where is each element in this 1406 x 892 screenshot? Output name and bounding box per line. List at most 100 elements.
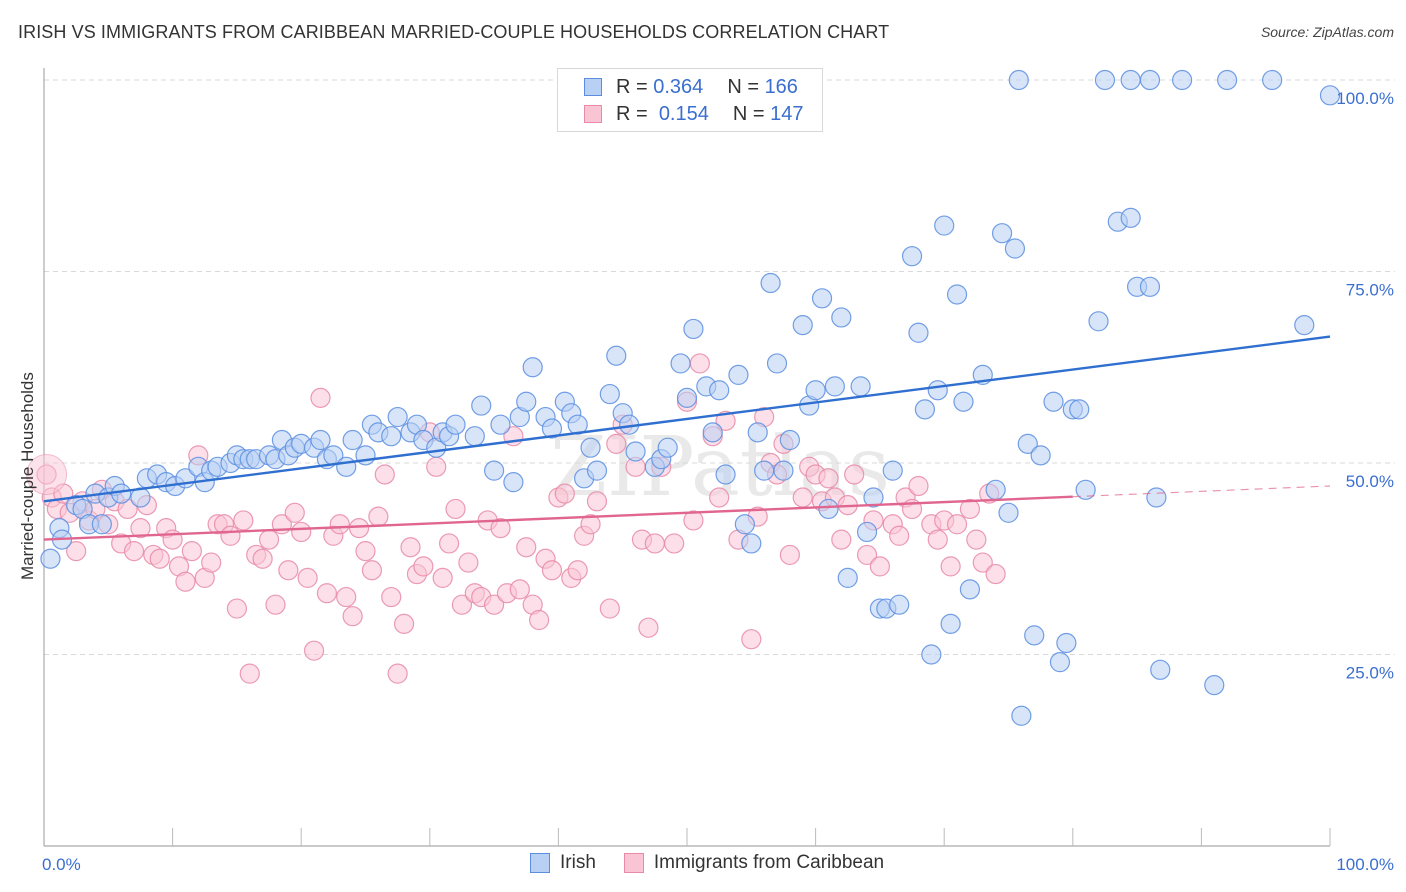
irish-point bbox=[490, 414, 511, 435]
caribbean-point bbox=[310, 387, 331, 408]
irish-point bbox=[599, 383, 620, 405]
caribbean-point bbox=[181, 540, 202, 562]
y-tick-label: 50.0% bbox=[1346, 472, 1394, 491]
irish-point bbox=[1075, 479, 1096, 500]
irish-point bbox=[882, 460, 903, 481]
legend-row-irish: R = 0.364 N = 166 bbox=[584, 75, 798, 99]
irish-point bbox=[1146, 487, 1167, 508]
legend-row-caribbean: R = 0.154 N = 147 bbox=[584, 102, 804, 126]
irish-point bbox=[1172, 69, 1193, 91]
irish-point bbox=[1017, 433, 1038, 454]
irish-point bbox=[811, 288, 833, 309]
caribbean-point bbox=[689, 353, 710, 374]
caribbean-point bbox=[856, 544, 878, 566]
irish-point bbox=[1069, 399, 1090, 420]
caribbean-point bbox=[393, 613, 415, 634]
irish-point bbox=[1088, 311, 1109, 332]
irish-point bbox=[471, 395, 492, 416]
caribbean-point bbox=[130, 518, 151, 539]
caribbean-point bbox=[644, 533, 665, 554]
irish-point bbox=[657, 437, 678, 458]
irish-point bbox=[959, 579, 981, 600]
caribbean-point bbox=[638, 617, 659, 638]
caribbean-point bbox=[265, 594, 286, 615]
irish-point bbox=[715, 464, 736, 485]
irish-point bbox=[766, 353, 788, 374]
irish-point bbox=[387, 406, 408, 428]
irish-point bbox=[985, 479, 1006, 500]
irish-point bbox=[702, 422, 723, 443]
n-label: N = bbox=[732, 102, 765, 125]
caribbean-point bbox=[844, 464, 865, 485]
caribbean-swatch bbox=[584, 105, 602, 123]
caribbean-point bbox=[966, 529, 987, 550]
caribbean-point bbox=[490, 518, 511, 539]
irish-point bbox=[914, 399, 936, 420]
irish-point bbox=[1319, 85, 1341, 106]
irish-point bbox=[91, 514, 112, 535]
irish-point bbox=[516, 391, 537, 412]
caribbean-point bbox=[426, 456, 447, 477]
caribbean-point bbox=[792, 487, 813, 508]
caribbean-point bbox=[226, 598, 247, 619]
caribbean-trend-line bbox=[43, 495, 1073, 541]
irish-point bbox=[805, 380, 826, 401]
irish-point bbox=[831, 307, 852, 328]
r-value: 0.364 bbox=[653, 75, 704, 98]
irish-point bbox=[856, 521, 878, 543]
irish-point bbox=[779, 429, 800, 451]
r-label: R = bbox=[616, 75, 648, 98]
chart-title: IRISH VS IMMIGRANTS FROM CARIBBEAN MARRI… bbox=[18, 22, 890, 42]
irish-point bbox=[1011, 705, 1032, 726]
irish-swatch bbox=[530, 853, 550, 873]
irish-trend-line bbox=[43, 335, 1331, 503]
irish-point bbox=[741, 533, 762, 554]
caribbean-point bbox=[432, 567, 453, 589]
tick-labels: 25.0% 50.0% 75.0% 100.0% 0.0% 100.0% bbox=[42, 89, 1394, 874]
caribbean-point bbox=[303, 640, 325, 661]
irish-point bbox=[1139, 69, 1161, 91]
irish-point bbox=[1043, 391, 1064, 412]
n-value: 147 bbox=[770, 102, 804, 125]
n-label: N = bbox=[727, 75, 759, 98]
caribbean-point bbox=[484, 594, 505, 615]
caribbean-point bbox=[599, 598, 620, 619]
source-label: Source: ZipAtlas.com bbox=[1260, 24, 1394, 40]
caribbean-point bbox=[927, 529, 948, 550]
irish-point bbox=[676, 387, 698, 408]
caribbean-point bbox=[779, 544, 800, 566]
legend-label-caribbean: Immigrants from Caribbean bbox=[653, 852, 885, 873]
caribbean-point bbox=[831, 529, 852, 550]
r-label: R = bbox=[616, 102, 648, 125]
caribbean-point bbox=[959, 498, 981, 520]
caribbean-point bbox=[175, 571, 196, 592]
irish-point bbox=[1204, 675, 1225, 696]
caribbean-point bbox=[985, 563, 1006, 585]
caribbean-point bbox=[529, 609, 550, 631]
caribbean-point bbox=[123, 540, 145, 562]
legend-item-caribbean[interactable]: Immigrants from Caribbean bbox=[623, 852, 885, 874]
caribbean-point bbox=[606, 433, 627, 454]
caribbean-point bbox=[239, 663, 260, 684]
legend-label-irish: Irish bbox=[560, 852, 596, 873]
y-tick-label: 75.0% bbox=[1346, 281, 1394, 300]
r-value: 0.154 bbox=[658, 102, 709, 125]
irish-point bbox=[1030, 445, 1051, 466]
irish-points bbox=[40, 69, 1341, 726]
caribbean-point bbox=[336, 586, 357, 608]
irish-point bbox=[818, 498, 839, 520]
caribbean-point bbox=[400, 537, 421, 558]
caribbean-point bbox=[26, 453, 68, 495]
irish-point bbox=[310, 429, 331, 451]
caribbean-point bbox=[291, 521, 312, 543]
series-legend: Irish Immigrants from Caribbean bbox=[530, 852, 912, 874]
irish-point bbox=[342, 429, 363, 451]
caribbean-point bbox=[554, 483, 575, 504]
irish-point bbox=[580, 437, 601, 458]
caribbean-point bbox=[709, 487, 730, 508]
irish-point bbox=[946, 284, 968, 305]
legend-item-irish[interactable]: Irish bbox=[530, 852, 596, 874]
caribbean-point bbox=[381, 586, 402, 608]
caribbean-point bbox=[438, 533, 460, 554]
irish-point bbox=[1150, 659, 1171, 680]
